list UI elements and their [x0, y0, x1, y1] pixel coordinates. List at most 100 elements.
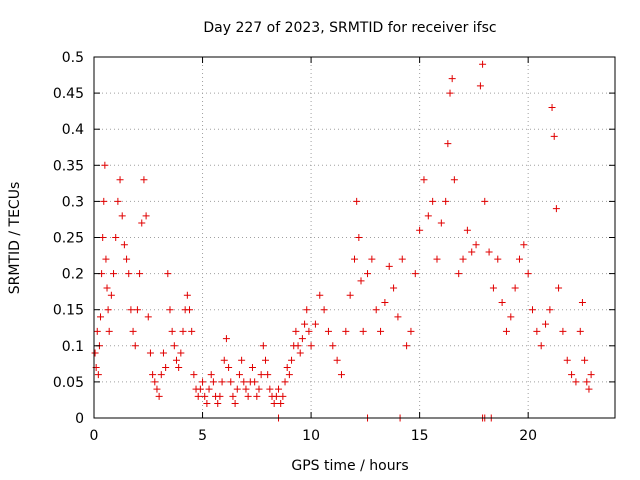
- data-point: [240, 378, 248, 386]
- data-point: [533, 327, 541, 335]
- data-point: [275, 385, 283, 393]
- data-point: [411, 270, 419, 278]
- y-tick-label: 0: [75, 411, 84, 427]
- data-point: [448, 75, 456, 83]
- data-point: [377, 327, 385, 335]
- x-axis-title: GPS time / hours: [291, 458, 408, 474]
- data-point: [235, 371, 243, 379]
- data-point: [97, 313, 105, 321]
- data-point: [179, 327, 187, 335]
- data-point: [136, 270, 144, 278]
- data-point: [194, 392, 202, 400]
- data-point: [342, 327, 350, 335]
- y-tick-label: 0.35: [53, 158, 84, 174]
- grid-lines: [94, 57, 615, 418]
- data-point: [162, 363, 170, 371]
- data-point: [568, 371, 576, 379]
- data-point: [479, 60, 487, 68]
- data-point: [264, 371, 272, 379]
- data-point: [159, 349, 167, 357]
- data-point: [233, 385, 241, 393]
- data-point: [546, 306, 554, 314]
- data-point: [218, 378, 226, 386]
- data-point: [266, 385, 274, 393]
- data-point: [138, 219, 146, 227]
- data-point: [155, 392, 163, 400]
- data-point: [537, 342, 545, 350]
- data-point: [94, 371, 102, 379]
- data-point: [489, 284, 497, 292]
- y-tick-label: 0.25: [53, 231, 84, 247]
- data-point: [324, 327, 332, 335]
- data-point: [288, 356, 296, 364]
- data-point: [188, 327, 196, 335]
- data-point: [259, 342, 267, 350]
- data-point: [93, 327, 101, 335]
- data-point: [116, 176, 124, 184]
- data-point: [253, 392, 261, 400]
- y-tick-label: 0.2: [62, 267, 84, 283]
- data-point: [220, 356, 228, 364]
- data-point: [552, 205, 560, 213]
- data-point: [242, 385, 250, 393]
- data-point: [502, 327, 510, 335]
- data-point: [203, 400, 211, 408]
- data-points: [91, 60, 595, 422]
- data-point: [205, 385, 213, 393]
- data-point: [168, 327, 176, 335]
- data-point: [455, 270, 463, 278]
- data-point: [548, 104, 556, 112]
- data-point: [416, 226, 424, 234]
- data-point: [437, 219, 445, 227]
- data-point: [244, 392, 252, 400]
- data-point: [305, 327, 313, 335]
- data-point: [303, 306, 311, 314]
- data-point: [272, 392, 280, 400]
- data-point: [127, 306, 135, 314]
- data-point: [346, 291, 354, 299]
- data-point: [190, 371, 198, 379]
- data-point: [99, 234, 107, 241]
- data-point: [353, 197, 361, 205]
- data-point: [355, 234, 363, 241]
- y-tick-label: 0.5: [62, 50, 84, 66]
- data-point: [142, 212, 150, 220]
- data-point: [468, 248, 476, 256]
- data-point: [105, 327, 113, 335]
- x-tick-label: 20: [519, 428, 537, 444]
- data-point: [337, 371, 345, 379]
- data-point: [542, 320, 550, 328]
- data-point: [110, 270, 118, 278]
- data-point: [515, 255, 523, 263]
- data-point: [459, 255, 467, 263]
- data-point: [424, 212, 432, 220]
- data-point: [151, 378, 159, 386]
- y-tick-label: 0.4: [62, 122, 84, 138]
- data-point: [587, 371, 595, 379]
- data-point: [91, 349, 99, 357]
- data-point: [270, 400, 278, 408]
- data-point: [359, 327, 367, 335]
- data-point: [398, 255, 406, 263]
- data-point: [481, 197, 489, 205]
- x-tick-label: 10: [302, 428, 320, 444]
- data-point: [368, 255, 376, 263]
- data-point: [298, 335, 306, 343]
- data-point: [494, 255, 502, 263]
- data-point: [238, 356, 246, 364]
- data-point: [581, 356, 589, 364]
- data-point: [463, 226, 471, 234]
- data-point: [166, 306, 174, 314]
- data-point: [485, 248, 493, 256]
- data-point: [433, 255, 441, 263]
- data-point: [555, 284, 563, 292]
- data-point: [472, 241, 480, 249]
- y-axis-title: SRMTID / TECUs: [7, 182, 23, 295]
- data-point: [507, 313, 515, 321]
- data-point: [381, 298, 389, 306]
- data-point: [357, 277, 365, 285]
- data-point: [199, 378, 207, 386]
- data-point: [149, 371, 157, 379]
- data-point: [248, 363, 256, 371]
